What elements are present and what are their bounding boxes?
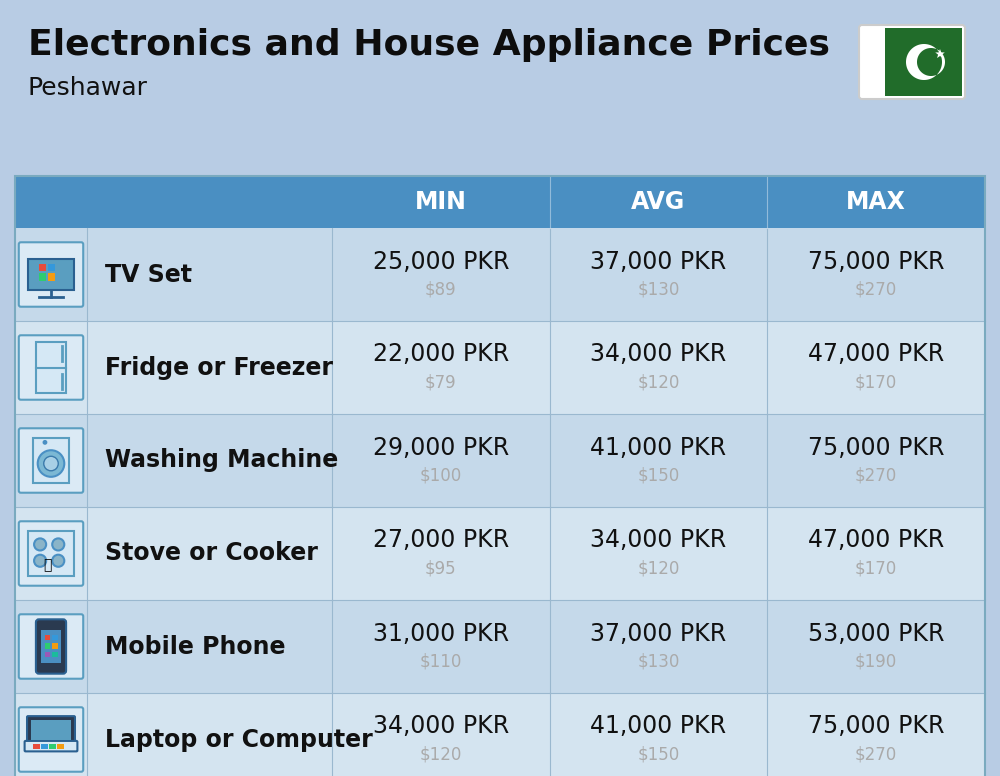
FancyBboxPatch shape — [19, 615, 83, 679]
Text: $270: $270 — [855, 746, 897, 764]
Bar — [36, 342, 66, 393]
Bar — [45, 652, 50, 657]
Text: 34,000 PKR: 34,000 PKR — [590, 528, 727, 553]
Text: TV Set: TV Set — [105, 262, 192, 286]
Text: Washing Machine: Washing Machine — [105, 449, 338, 473]
Text: Laptop or Computer: Laptop or Computer — [105, 728, 373, 751]
Bar — [52, 643, 58, 649]
FancyBboxPatch shape — [19, 707, 83, 771]
Bar — [52, 635, 58, 640]
FancyBboxPatch shape — [36, 619, 66, 674]
Text: Stove or Cooker: Stove or Cooker — [105, 542, 318, 566]
Text: $190: $190 — [855, 653, 897, 670]
Text: 27,000 PKR: 27,000 PKR — [373, 528, 509, 553]
Bar — [15, 321, 985, 414]
Text: AVG: AVG — [631, 190, 686, 214]
FancyBboxPatch shape — [27, 716, 75, 743]
Bar — [48, 273, 55, 281]
Text: $170: $170 — [855, 373, 897, 392]
Bar — [39, 264, 46, 272]
Text: Peshawar: Peshawar — [28, 76, 148, 100]
FancyBboxPatch shape — [19, 521, 83, 586]
Text: 75,000 PKR: 75,000 PKR — [808, 250, 944, 273]
Bar — [49, 744, 56, 749]
Bar — [41, 630, 61, 663]
Text: 75,000 PKR: 75,000 PKR — [808, 715, 944, 739]
FancyBboxPatch shape — [19, 335, 83, 400]
Bar — [15, 176, 985, 776]
Text: 53,000 PKR: 53,000 PKR — [808, 622, 944, 646]
Bar — [15, 228, 985, 321]
Text: MIN: MIN — [415, 190, 467, 214]
Bar — [15, 176, 985, 228]
Circle shape — [43, 440, 47, 445]
Text: 22,000 PKR: 22,000 PKR — [373, 342, 509, 366]
Text: $120: $120 — [637, 559, 680, 577]
FancyBboxPatch shape — [19, 428, 83, 493]
Text: 34,000 PKR: 34,000 PKR — [373, 715, 509, 739]
Text: $150: $150 — [637, 746, 680, 764]
Text: 25,000 PKR: 25,000 PKR — [373, 250, 509, 273]
Text: 37,000 PKR: 37,000 PKR — [590, 250, 727, 273]
Bar — [39, 273, 46, 281]
FancyBboxPatch shape — [25, 741, 77, 751]
Text: 29,000 PKR: 29,000 PKR — [373, 435, 509, 459]
Text: MAX: MAX — [846, 190, 906, 214]
FancyBboxPatch shape — [19, 242, 83, 307]
Text: $170: $170 — [855, 559, 897, 577]
Bar — [33, 744, 40, 749]
Bar — [31, 720, 71, 740]
Text: $89: $89 — [425, 280, 457, 299]
Text: 75,000 PKR: 75,000 PKR — [808, 435, 944, 459]
Text: $120: $120 — [420, 746, 462, 764]
Bar — [57, 744, 64, 749]
Bar — [41, 744, 48, 749]
Text: $130: $130 — [637, 280, 680, 299]
Text: Mobile Phone: Mobile Phone — [105, 635, 286, 659]
Bar — [48, 264, 55, 272]
Text: $95: $95 — [425, 559, 457, 577]
Text: 41,000 PKR: 41,000 PKR — [590, 435, 727, 459]
Text: $100: $100 — [420, 466, 462, 484]
Bar — [15, 507, 985, 600]
Bar — [15, 600, 985, 693]
Text: 47,000 PKR: 47,000 PKR — [808, 342, 944, 366]
Bar — [862, 28, 885, 96]
Bar — [15, 693, 985, 776]
Polygon shape — [935, 49, 945, 58]
Bar — [28, 531, 74, 577]
Text: 47,000 PKR: 47,000 PKR — [808, 528, 944, 553]
Text: 41,000 PKR: 41,000 PKR — [590, 715, 727, 739]
Circle shape — [38, 450, 64, 476]
Polygon shape — [906, 44, 945, 80]
Text: 34,000 PKR: 34,000 PKR — [590, 342, 727, 366]
Circle shape — [44, 456, 58, 471]
Text: $110: $110 — [420, 653, 462, 670]
Text: Electronics and House Appliance Prices: Electronics and House Appliance Prices — [28, 28, 830, 62]
Circle shape — [52, 539, 64, 550]
FancyBboxPatch shape — [859, 25, 965, 99]
Bar — [28, 259, 74, 289]
Text: $150: $150 — [637, 466, 680, 484]
Text: $270: $270 — [855, 280, 897, 299]
Circle shape — [34, 539, 46, 550]
Text: $120: $120 — [637, 373, 680, 392]
Bar — [45, 643, 50, 649]
Circle shape — [52, 555, 64, 566]
Text: Fridge or Freezer: Fridge or Freezer — [105, 355, 333, 379]
Text: $130: $130 — [637, 653, 680, 670]
Bar — [45, 635, 50, 640]
Text: 31,000 PKR: 31,000 PKR — [373, 622, 509, 646]
Bar — [33, 438, 69, 483]
Bar — [52, 652, 58, 657]
Text: $270: $270 — [855, 466, 897, 484]
Circle shape — [34, 555, 46, 566]
Text: 🔥: 🔥 — [43, 559, 52, 573]
Bar — [885, 28, 962, 96]
Text: $79: $79 — [425, 373, 457, 392]
Text: 37,000 PKR: 37,000 PKR — [590, 622, 727, 646]
Bar — [15, 414, 985, 507]
